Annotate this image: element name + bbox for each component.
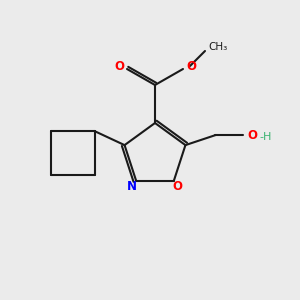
Text: O: O <box>173 180 183 194</box>
Text: O: O <box>114 61 124 74</box>
Text: CH₃: CH₃ <box>208 42 227 52</box>
Text: N: N <box>127 180 137 194</box>
Text: O: O <box>186 59 196 73</box>
Text: O: O <box>248 129 257 142</box>
Text: -H: -H <box>260 132 272 142</box>
